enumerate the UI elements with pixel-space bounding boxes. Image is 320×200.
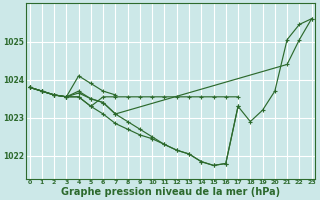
X-axis label: Graphe pression niveau de la mer (hPa): Graphe pression niveau de la mer (hPa)	[61, 187, 280, 197]
